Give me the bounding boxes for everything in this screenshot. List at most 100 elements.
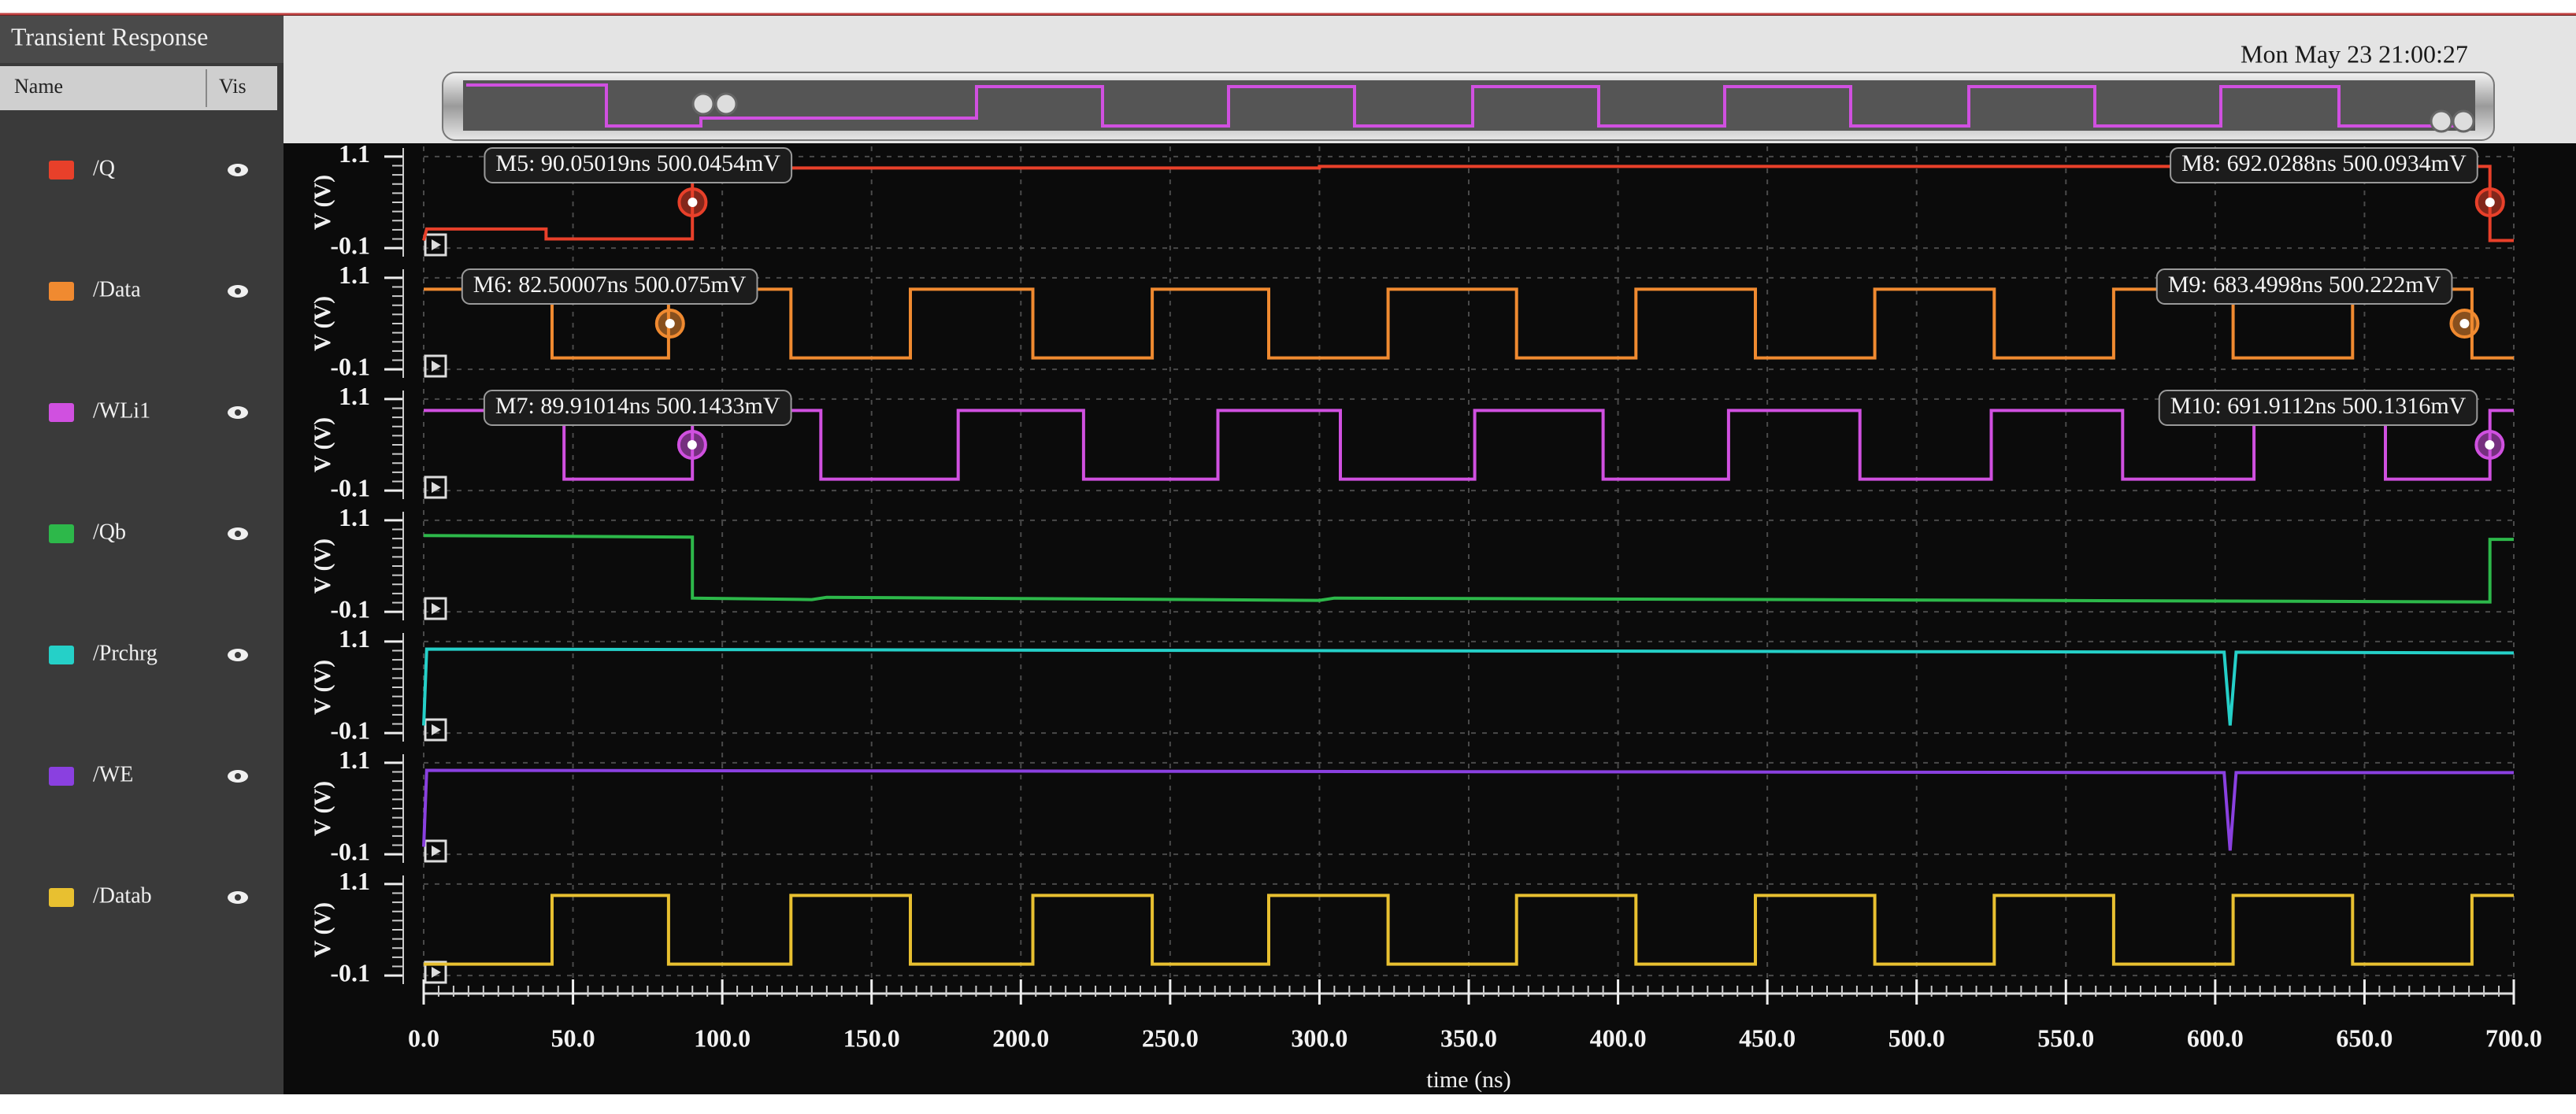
visibility-toggle[interactable]: [228, 527, 248, 540]
marker-label-box: [483, 390, 792, 426]
y-tick-label: -0.1: [330, 473, 370, 501]
legend-name: /WLi1: [93, 398, 150, 423]
strip-icon-arrow: [432, 482, 441, 493]
marker-dot: [687, 439, 697, 450]
y-axis-label: V (V): [309, 660, 335, 715]
strip-icon: [424, 597, 447, 620]
visibility-toggle[interactable]: [228, 285, 248, 298]
vis-header[interactable]: Vis: [219, 75, 246, 98]
x-tick-label: 650.0: [2336, 1023, 2393, 1052]
strip-icon-arrow: [432, 967, 441, 978]
visibility-toggle[interactable]: [228, 891, 248, 904]
x-tick-label: 0.0: [408, 1023, 439, 1052]
title-bar: [0, 16, 284, 63]
legend-swatch: [49, 161, 74, 179]
y-axis-label: V (V): [309, 417, 335, 472]
legend-name: /Q: [93, 156, 115, 180]
strip-icon: [424, 354, 447, 378]
strip-icon: [424, 839, 447, 863]
overview-handle[interactable]: [714, 92, 738, 116]
waveform: [424, 894, 2514, 966]
waveform: [424, 409, 2514, 481]
marker-label-box: [461, 268, 758, 305]
x-tick-label: 450.0: [1739, 1023, 1796, 1052]
overview-handle[interactable]: [2452, 109, 2475, 133]
marker-label: M5: 90.05019ns 500.0454mV: [495, 150, 780, 176]
y-tick-label: 1.1: [339, 261, 370, 289]
strip-icon: [424, 233, 447, 257]
marker-label: M9: 683.4998ns 500.222mV: [2168, 272, 2441, 298]
window-background: [0, 14, 2576, 1094]
eye-pupil: [235, 288, 241, 294]
marker-label: M10: 691.9112ns 500.1316mV: [2170, 393, 2467, 419]
y-tick-label: -0.1: [330, 837, 370, 865]
marker-dot: [688, 197, 698, 207]
eye-pupil: [235, 409, 241, 416]
legend-name: /WE: [93, 762, 133, 786]
y-tick-label: -0.1: [330, 716, 370, 744]
strip-icon-arrow: [432, 361, 441, 372]
legend-swatch: [49, 282, 74, 301]
marker-label-box: [2158, 390, 2478, 426]
y-tick-label: 1.1: [339, 624, 370, 653]
timestamp: Mon May 23 21:00:27: [2241, 39, 2468, 68]
legend-swatch: [49, 646, 74, 664]
y-axis-label: V (V): [309, 902, 335, 957]
marker-label: M8: 692.0288ns 500.0934mV: [2181, 150, 2467, 176]
legend-swatch: [49, 524, 74, 543]
visibility-toggle[interactable]: [228, 649, 248, 661]
marker-label: M7: 89.91014ns 500.1433mV: [495, 393, 780, 419]
y-tick-label: 1.1: [339, 503, 370, 531]
eye-pupil: [235, 894, 241, 901]
x-tick-label: 100.0: [694, 1023, 751, 1052]
y-tick-label: 1.1: [339, 139, 370, 168]
eye-pupil: [235, 531, 241, 537]
legend-name: /Qb: [93, 520, 126, 544]
legend-name: /Data: [93, 277, 141, 302]
y-tick-label: 1.1: [339, 867, 370, 895]
waveform: [422, 647, 2515, 726]
y-axis-label: V (V): [309, 175, 335, 230]
strip-icon: [424, 960, 447, 984]
marker-dot: [2485, 197, 2495, 207]
strip-icon-arrow: [432, 724, 441, 735]
visibility-toggle[interactable]: [228, 406, 248, 419]
legend-name: /Prchrg: [93, 641, 158, 665]
x-axis-label: time (ns): [1426, 1067, 1510, 1093]
eye-pupil: [235, 167, 241, 173]
panel-header: [0, 66, 277, 110]
overview-wave: [466, 83, 2473, 128]
strip-icon-arrow: [432, 239, 441, 250]
x-tick-label: 50.0: [551, 1023, 595, 1052]
marker-dot: [665, 318, 675, 328]
x-tick-label: 250.0: [1142, 1023, 1199, 1052]
name-header[interactable]: Name: [14, 75, 63, 98]
overview-handle[interactable]: [691, 92, 715, 116]
signal-panel: [0, 63, 284, 1094]
legend-swatch: [49, 767, 74, 786]
x-tick-label: 300.0: [1291, 1023, 1347, 1052]
overview-bar[interactable]: [442, 72, 2495, 141]
strip-icon-arrow: [432, 846, 441, 857]
x-tick-label: 550.0: [2037, 1023, 2094, 1052]
y-tick-label: -0.1: [330, 352, 370, 380]
x-tick-label: 400.0: [1590, 1023, 1647, 1052]
visibility-toggle[interactable]: [228, 164, 248, 176]
y-tick-label: 1.1: [339, 746, 370, 774]
window-title: Transient Response: [11, 22, 208, 50]
waveform: [422, 768, 2514, 851]
marker-label-box: [484, 147, 793, 183]
x-tick-label: 600.0: [2187, 1023, 2244, 1052]
overview-track: [463, 80, 2475, 131]
x-tick-label: 500.0: [1888, 1023, 1945, 1052]
marker-dot: [2485, 439, 2495, 450]
visibility-toggle[interactable]: [228, 770, 248, 783]
overview-handle[interactable]: [2430, 109, 2453, 133]
legend-swatch: [49, 888, 74, 907]
x-tick-label: 700.0: [2485, 1023, 2542, 1052]
legend-swatch: [49, 403, 74, 422]
y-tick-label: -0.1: [330, 958, 370, 986]
strip-icon: [424, 718, 447, 742]
y-axis-label: V (V): [309, 781, 335, 836]
